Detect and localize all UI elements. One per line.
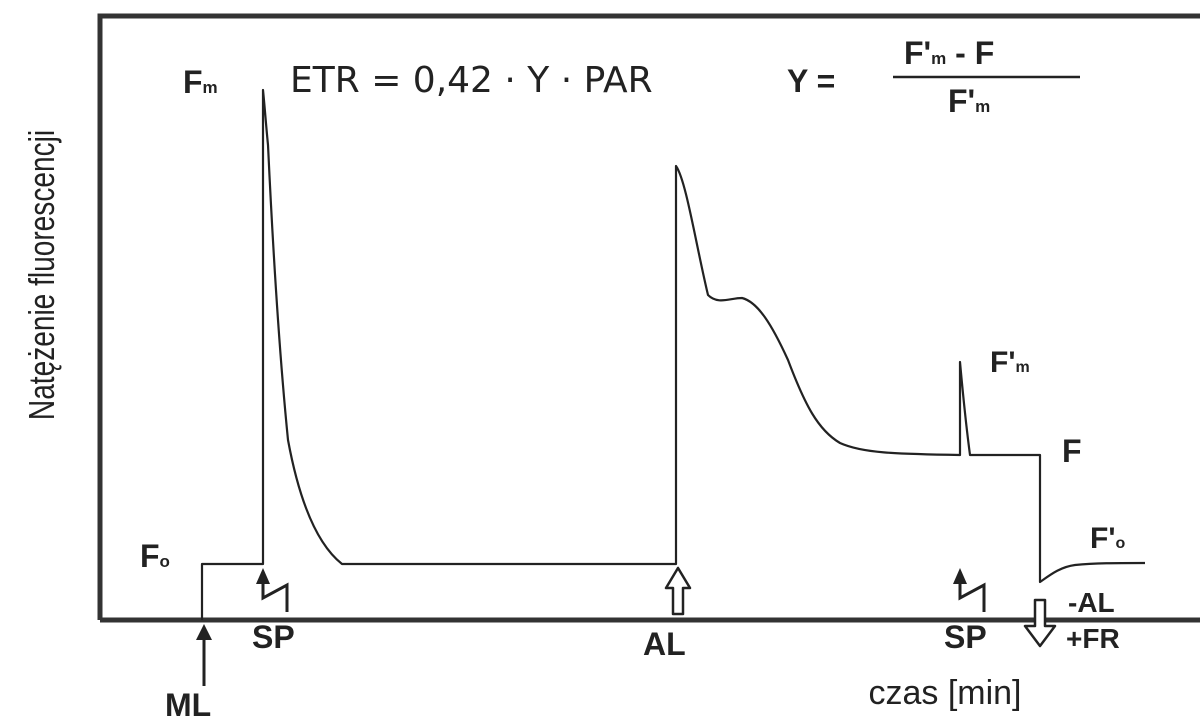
yield-numerator: F'm - F [904,35,994,71]
label-fm-base: F [183,64,203,100]
label-plus-fr: +FR [1066,623,1120,654]
plot-frame [97,13,1200,620]
yield-numerator-rest: - F [946,35,994,71]
label-al: AL [643,626,686,662]
label-f-prime-m-sub: m [1015,359,1029,376]
label-fo-base: F [140,538,160,574]
label-f-prime-o-base: F' [1090,522,1115,555]
yield-denominator-sub: m [975,97,990,116]
label-sp-2: SP [944,619,987,655]
x-axis-label: czas [min] [868,674,1021,712]
yield-equation-lhs: Y = [787,63,835,99]
label-f-prime-o-sub: o [1115,535,1125,552]
yield-denominator: F'm [948,83,990,119]
y-axis-label: Natężenie fluorescencji [22,130,62,420]
flash-icon [953,568,986,612]
label-f-prime-o: F'o [1090,522,1125,555]
actinic-light-off-arrow-icon [1023,598,1057,648]
yield-numerator-sub: m [931,49,946,68]
label-fm: Fm [183,64,218,100]
label-f: F [1062,433,1082,469]
fluorescence-trace [200,88,1146,620]
label-fo: Fo [140,538,170,574]
label-fm-sub: m [203,78,218,97]
label-f-prime-m-base: F' [990,346,1015,379]
actinic-light-on-arrow-icon [664,566,692,616]
yield-numerator-base: F' [904,35,931,71]
yield-denominator-base: F' [948,83,975,119]
label-minus-al: -AL [1068,587,1115,618]
label-sp-1: SP [252,619,295,655]
label-ml: ML [165,687,211,718]
flash-icon [256,568,289,612]
label-f-prime-m: F'm [990,346,1030,379]
ml-arrow-icon [196,624,212,686]
etr-equation: ETR = 0,42 · Y · PAR [290,60,653,101]
label-fo-sub: o [160,552,170,571]
